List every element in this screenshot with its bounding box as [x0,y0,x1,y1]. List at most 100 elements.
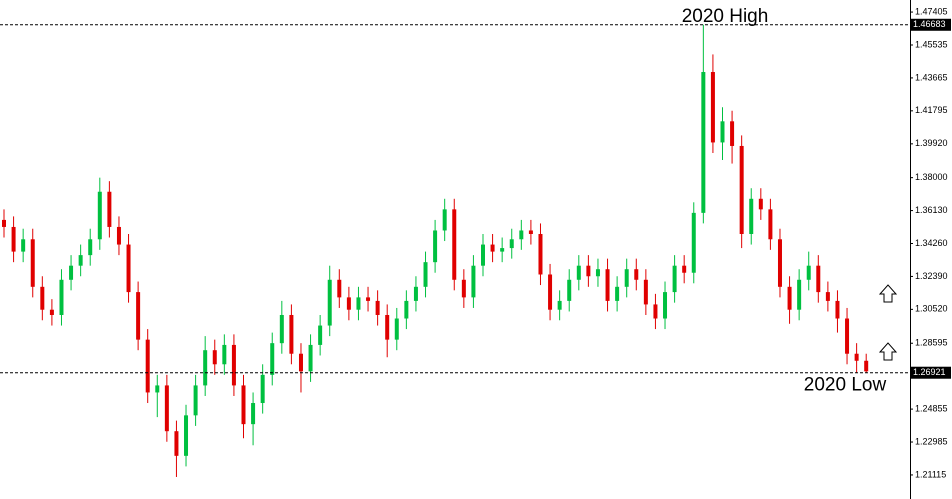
candle-body [327,279,332,326]
y-tick-label: 1.43665 [915,72,948,82]
candle-body [528,230,533,234]
y-tick-label: 1.28595 [915,338,948,348]
candle-body [279,314,284,344]
candle-body [69,265,74,280]
candle-body [116,226,121,245]
candle-body [88,239,93,256]
candle-body [787,286,792,310]
candle-body [318,325,323,345]
candle-body [126,244,131,293]
candle-body [500,248,505,252]
candle-body [835,300,840,319]
candle-body [97,191,102,240]
candle-body [710,72,715,143]
candle-body [385,314,390,340]
candle-body [404,300,409,319]
candle-body [184,415,189,456]
candle-body [212,350,217,365]
arrow-up-icon [878,342,898,361]
candle-body [107,191,112,227]
candle-body [634,269,639,280]
candle-body [30,239,35,287]
candle-body [749,198,754,234]
candle-body [356,297,361,310]
candle-body [452,209,457,280]
candle-body [203,350,208,386]
candle-body [758,198,763,210]
candle-body [653,304,658,319]
candle-body [720,121,725,143]
level-price-label: 1.46683 [913,19,946,29]
y-tick-label: 1.24855 [915,403,948,413]
level-price-box [911,366,951,379]
candle-body [701,72,706,213]
candle-body [615,286,620,301]
candle-body [816,265,821,293]
candle-body [548,274,553,310]
candle-body [231,344,236,386]
candle-body [136,292,141,340]
candle-body [2,219,6,227]
y-tick-label: 1.38000 [915,172,948,182]
candle-body [461,279,466,298]
candle-body [490,244,495,252]
y-tick-label: 1.45535 [915,39,948,49]
candle-body [49,309,54,315]
candle-body [423,262,428,287]
candle-body [777,239,782,287]
candle-body [298,353,303,372]
candle-body [413,286,418,301]
candle-body [193,385,198,416]
candle-body [576,265,581,280]
candle-body [567,279,572,301]
candle-body [586,265,591,277]
candle-body [825,292,830,301]
level-label: 2020 Low [804,375,887,396]
candle-body [672,265,677,293]
candle-body [509,239,514,249]
candle-body [557,300,562,310]
candle-body [643,279,648,305]
candle-body [845,318,850,354]
candle-body [78,255,83,266]
candle-body [806,265,811,280]
candle-body [251,403,256,425]
candle-body [337,279,342,298]
candle-body [241,385,246,425]
candle-body [519,230,524,240]
y-tick-label: 1.39920 [915,138,948,148]
y-tick-label: 1.30520 [915,304,948,314]
candle-body [442,209,447,231]
y-tick-label: 1.36130 [915,205,948,215]
candle-body [854,353,859,361]
y-tick-label: 1.22985 [915,436,948,446]
level-label: 2020 High [682,6,769,27]
candle-body [394,318,399,340]
candle-body [605,269,610,301]
y-tick-label: 1.32390 [915,271,948,281]
y-tick-label: 1.21115 [915,469,946,479]
candle-body [624,269,629,287]
candle-body [346,297,351,310]
candle-body [471,265,476,298]
candle-body [308,344,313,372]
y-tick-label: 1.41795 [915,105,948,115]
y-tick-label: 1.34260 [915,238,948,248]
candle-body [155,385,160,393]
candle-body [682,265,687,273]
candle-body [21,239,26,252]
candle-body [433,230,438,263]
candle-body [164,385,169,432]
candle-body [481,244,485,266]
candle-body [11,226,16,252]
candle-body [270,343,275,375]
candle-body [864,360,869,372]
y-tick-label: 1.47405 [915,6,948,16]
arrow-up-icon [878,284,898,303]
candle-body [145,339,150,393]
candle-body [730,121,735,146]
level-price-label: 1.26921 [913,367,946,377]
candle-body [260,374,265,404]
candle-body [691,212,696,273]
